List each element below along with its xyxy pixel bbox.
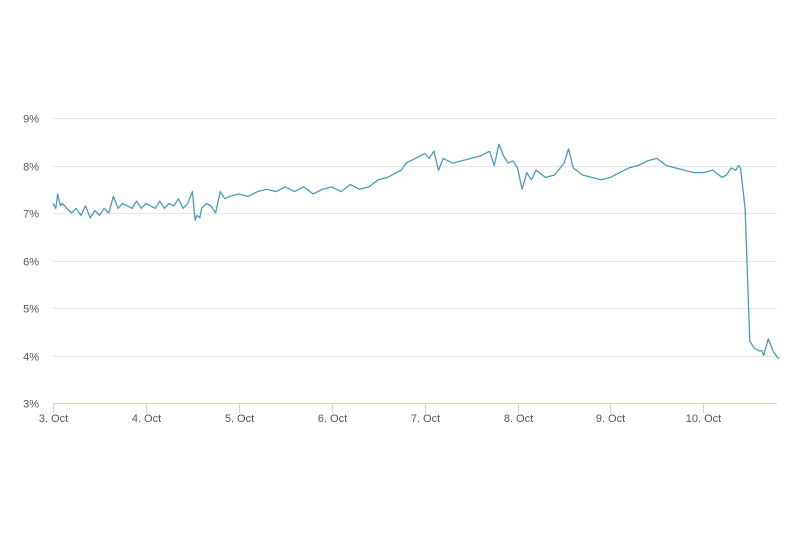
x-tick-label: 4. Oct [132,413,161,425]
series-group [52,143,780,359]
y-tick-label: 5% [23,304,39,316]
x-tick-label: 5. Oct [225,413,254,425]
y-tick-label: 8% [23,162,39,174]
y-tick-label: 4% [23,352,39,364]
grid-lines [53,118,777,357]
y-axis-labels: 3% 4% 5% 6% 7% 8% 9% [23,114,39,411]
x-tick-label: 3. Oct [39,413,68,425]
x-tick-label: 7. Oct [411,413,440,425]
x-axis [53,403,777,413]
y-tick-label: 9% [23,114,39,126]
x-tick-label: 6. Oct [318,413,347,425]
x-axis-labels: 3. Oct 4. Oct 5. Oct 6. Oct 7. Oct 8. Oct 9. O… [39,413,721,425]
x-tick-label: 8. Oct [504,413,533,425]
series-line [52,143,780,359]
x-tick-label: 10. Oct [686,413,721,425]
y-tick-label: 6% [23,257,39,269]
x-tick-label: 9. Oct [596,413,625,425]
y-tick-label: 7% [23,209,39,221]
y-tick-label: 3% [23,399,39,411]
